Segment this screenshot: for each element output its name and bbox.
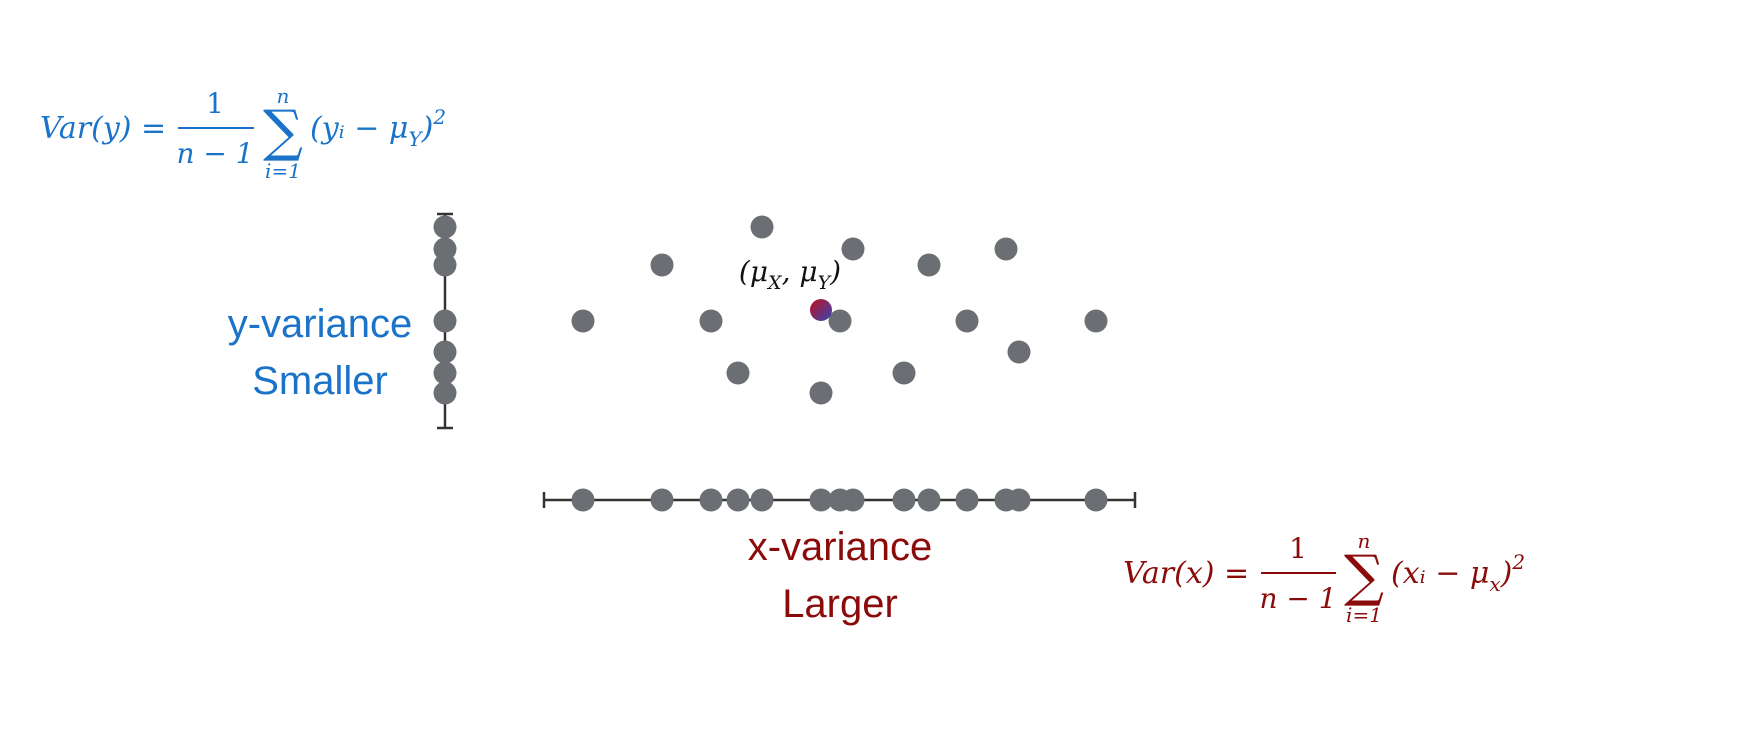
x-projection-point [892, 488, 916, 512]
scatter-point [917, 253, 941, 277]
scatter-point [892, 361, 916, 385]
formula-y-lhs: Var(y) = [40, 111, 166, 146]
x-projection-point [726, 488, 750, 512]
scatter-point [699, 309, 723, 333]
y-variance-formula: Var(y) = 1 n − 1 n ∑ i=1 (yᵢ − μY)2 [40, 84, 446, 183]
y-projection-point [433, 237, 457, 261]
x-projection-point [571, 488, 595, 512]
x-projection-point [1084, 488, 1108, 512]
x-projection-point [809, 488, 833, 512]
formula-x-sum-symbol: ∑ [1344, 544, 1384, 609]
scatter-points [571, 215, 1108, 405]
y-projection-points [433, 215, 457, 405]
formula-x-sum-top: n [1358, 529, 1371, 553]
scatter-point [809, 381, 833, 405]
formula-x-denominator: n − 1 [1259, 582, 1336, 615]
x-projection-point [1007, 488, 1031, 512]
x-variance-title: x-variance [748, 525, 933, 569]
scatter-point [650, 253, 674, 277]
formula-x-sum-bottom: i=1 [1346, 603, 1382, 627]
y-projection-point [433, 253, 457, 277]
formula-x-numerator: 1 [1289, 532, 1307, 565]
y-variance-title: y-variance [228, 302, 413, 346]
formula-y-numerator: 1 [206, 87, 224, 120]
y-variance-subtitle: Smaller [252, 359, 388, 403]
y-projection-point [433, 361, 457, 385]
formula-x-lhs: Var(x) = [1123, 556, 1249, 591]
scatter-point [994, 237, 1018, 261]
x-variance-subtitle: Larger [782, 582, 898, 626]
y-projection-point [433, 381, 457, 405]
formula-y-denominator: n − 1 [176, 137, 253, 170]
y-projection-point [433, 215, 457, 239]
scatter-point [841, 237, 865, 261]
formula-y-sum-symbol: ∑ [263, 99, 303, 164]
mean-label: (μX, μY) [739, 255, 841, 294]
formula-x-term: (xᵢ − μx)2 [1391, 550, 1525, 596]
x-variance-label: x-variance Larger [748, 525, 933, 626]
y-projection-point [433, 309, 457, 333]
x-variance-formula: Var(x) = 1 n − 1 n ∑ i=1 (xᵢ − μx)2 [1123, 529, 1525, 627]
x-projection-point [699, 488, 723, 512]
y-variance-label: y-variance Smaller [228, 302, 413, 403]
scatter-point [571, 309, 595, 333]
formula-y-sum-top: n [277, 84, 290, 108]
x-projection-point [650, 488, 674, 512]
x-projection-point [955, 488, 979, 512]
x-projection-point [750, 488, 774, 512]
x-projection-point [828, 488, 852, 512]
formula-y-sum-bottom: i=1 [265, 159, 301, 183]
y-projection-point [433, 340, 457, 364]
formula-y-term: (yᵢ − μY)2 [310, 105, 446, 151]
scatter-point [726, 361, 750, 385]
mean-point [810, 299, 832, 321]
scatter-point [1084, 309, 1108, 333]
scatter-point [828, 309, 852, 333]
scatter-point [750, 215, 774, 239]
x-projection-points [571, 488, 1108, 512]
x-projection-point [917, 488, 941, 512]
scatter-point [1007, 340, 1031, 364]
scatter-point [955, 309, 979, 333]
